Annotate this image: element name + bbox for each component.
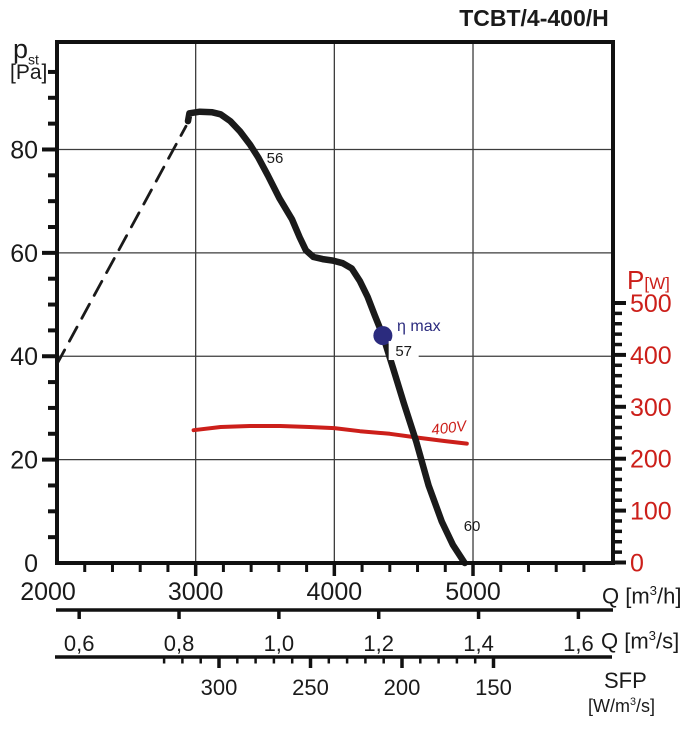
x-axis-tick-label: 5000 <box>445 578 501 606</box>
left-axis-tick-label: 0 <box>24 550 38 578</box>
left-axis-tick-label: 40 <box>10 343 38 371</box>
sfp-axis-unit: [W/m3/s] <box>588 696 656 716</box>
x-axis-tick-label: 2000 <box>20 578 76 606</box>
fan-curve <box>184 108 468 567</box>
annotation-57: 57 <box>395 343 412 360</box>
sfp-axis-title: SFP <box>604 668 647 693</box>
right-axis-tick-label: 100 <box>630 498 672 526</box>
right-axis-tick-label: 200 <box>630 446 672 474</box>
right-axis-tick-label: 500 <box>630 290 672 318</box>
sfp-axis-tick-label: 300 <box>201 675 238 700</box>
annotation-400V: 400V <box>430 417 469 438</box>
sfp-axis-tick-label: 150 <box>475 675 512 700</box>
power-curve-400V <box>191 424 469 446</box>
left-axis-tick-label: 20 <box>10 447 38 475</box>
right-axis-tick-label: 400 <box>630 342 672 370</box>
sfp-axis-tick-label: 200 <box>384 675 421 700</box>
x-axis-m3h-unit: Q [m3/h] <box>602 583 682 609</box>
sfp-axis-tick-label: 250 <box>292 675 329 700</box>
left-axis-tick-label: 60 <box>10 240 38 268</box>
x-axis-m3s-tick-label: 1,0 <box>264 631 295 656</box>
x-axis-m3s-unit: Q [m3/s] <box>601 628 680 654</box>
annotation-56: 56 <box>267 150 284 167</box>
x-axis-m3s-tick-label: 1,4 <box>463 631 494 656</box>
plot-border <box>55 40 615 565</box>
right-axis-tick-label: 300 <box>630 394 672 422</box>
left-axis-title: pst <box>13 34 39 68</box>
left-axis-tick-label: 80 <box>10 136 38 164</box>
annotation-η-max: η max <box>397 318 441 335</box>
eta-max-point <box>373 326 393 346</box>
right-axis-title: P[W] <box>627 265 670 295</box>
x-axis-m3s-tick-label: 1,2 <box>363 631 394 656</box>
x-axis-tick-label: 4000 <box>307 578 363 606</box>
x-axis-m3s-tick-label: 1,6 <box>563 631 594 656</box>
x-axis-m3s-tick-label: 0,6 <box>64 631 95 656</box>
annotation-bg <box>388 341 419 361</box>
annotation-60: 60 <box>464 518 481 535</box>
x-axis-tick-label: 3000 <box>168 578 224 606</box>
x-axis-m3s-tick-label: 0,8 <box>164 631 195 656</box>
left-axis-unit: [Pa] <box>10 61 48 84</box>
right-axis-tick-label: 0 <box>630 550 644 578</box>
surge-dashed-line <box>55 124 188 366</box>
chart-title: TCBT/4-400/H <box>459 5 609 31</box>
